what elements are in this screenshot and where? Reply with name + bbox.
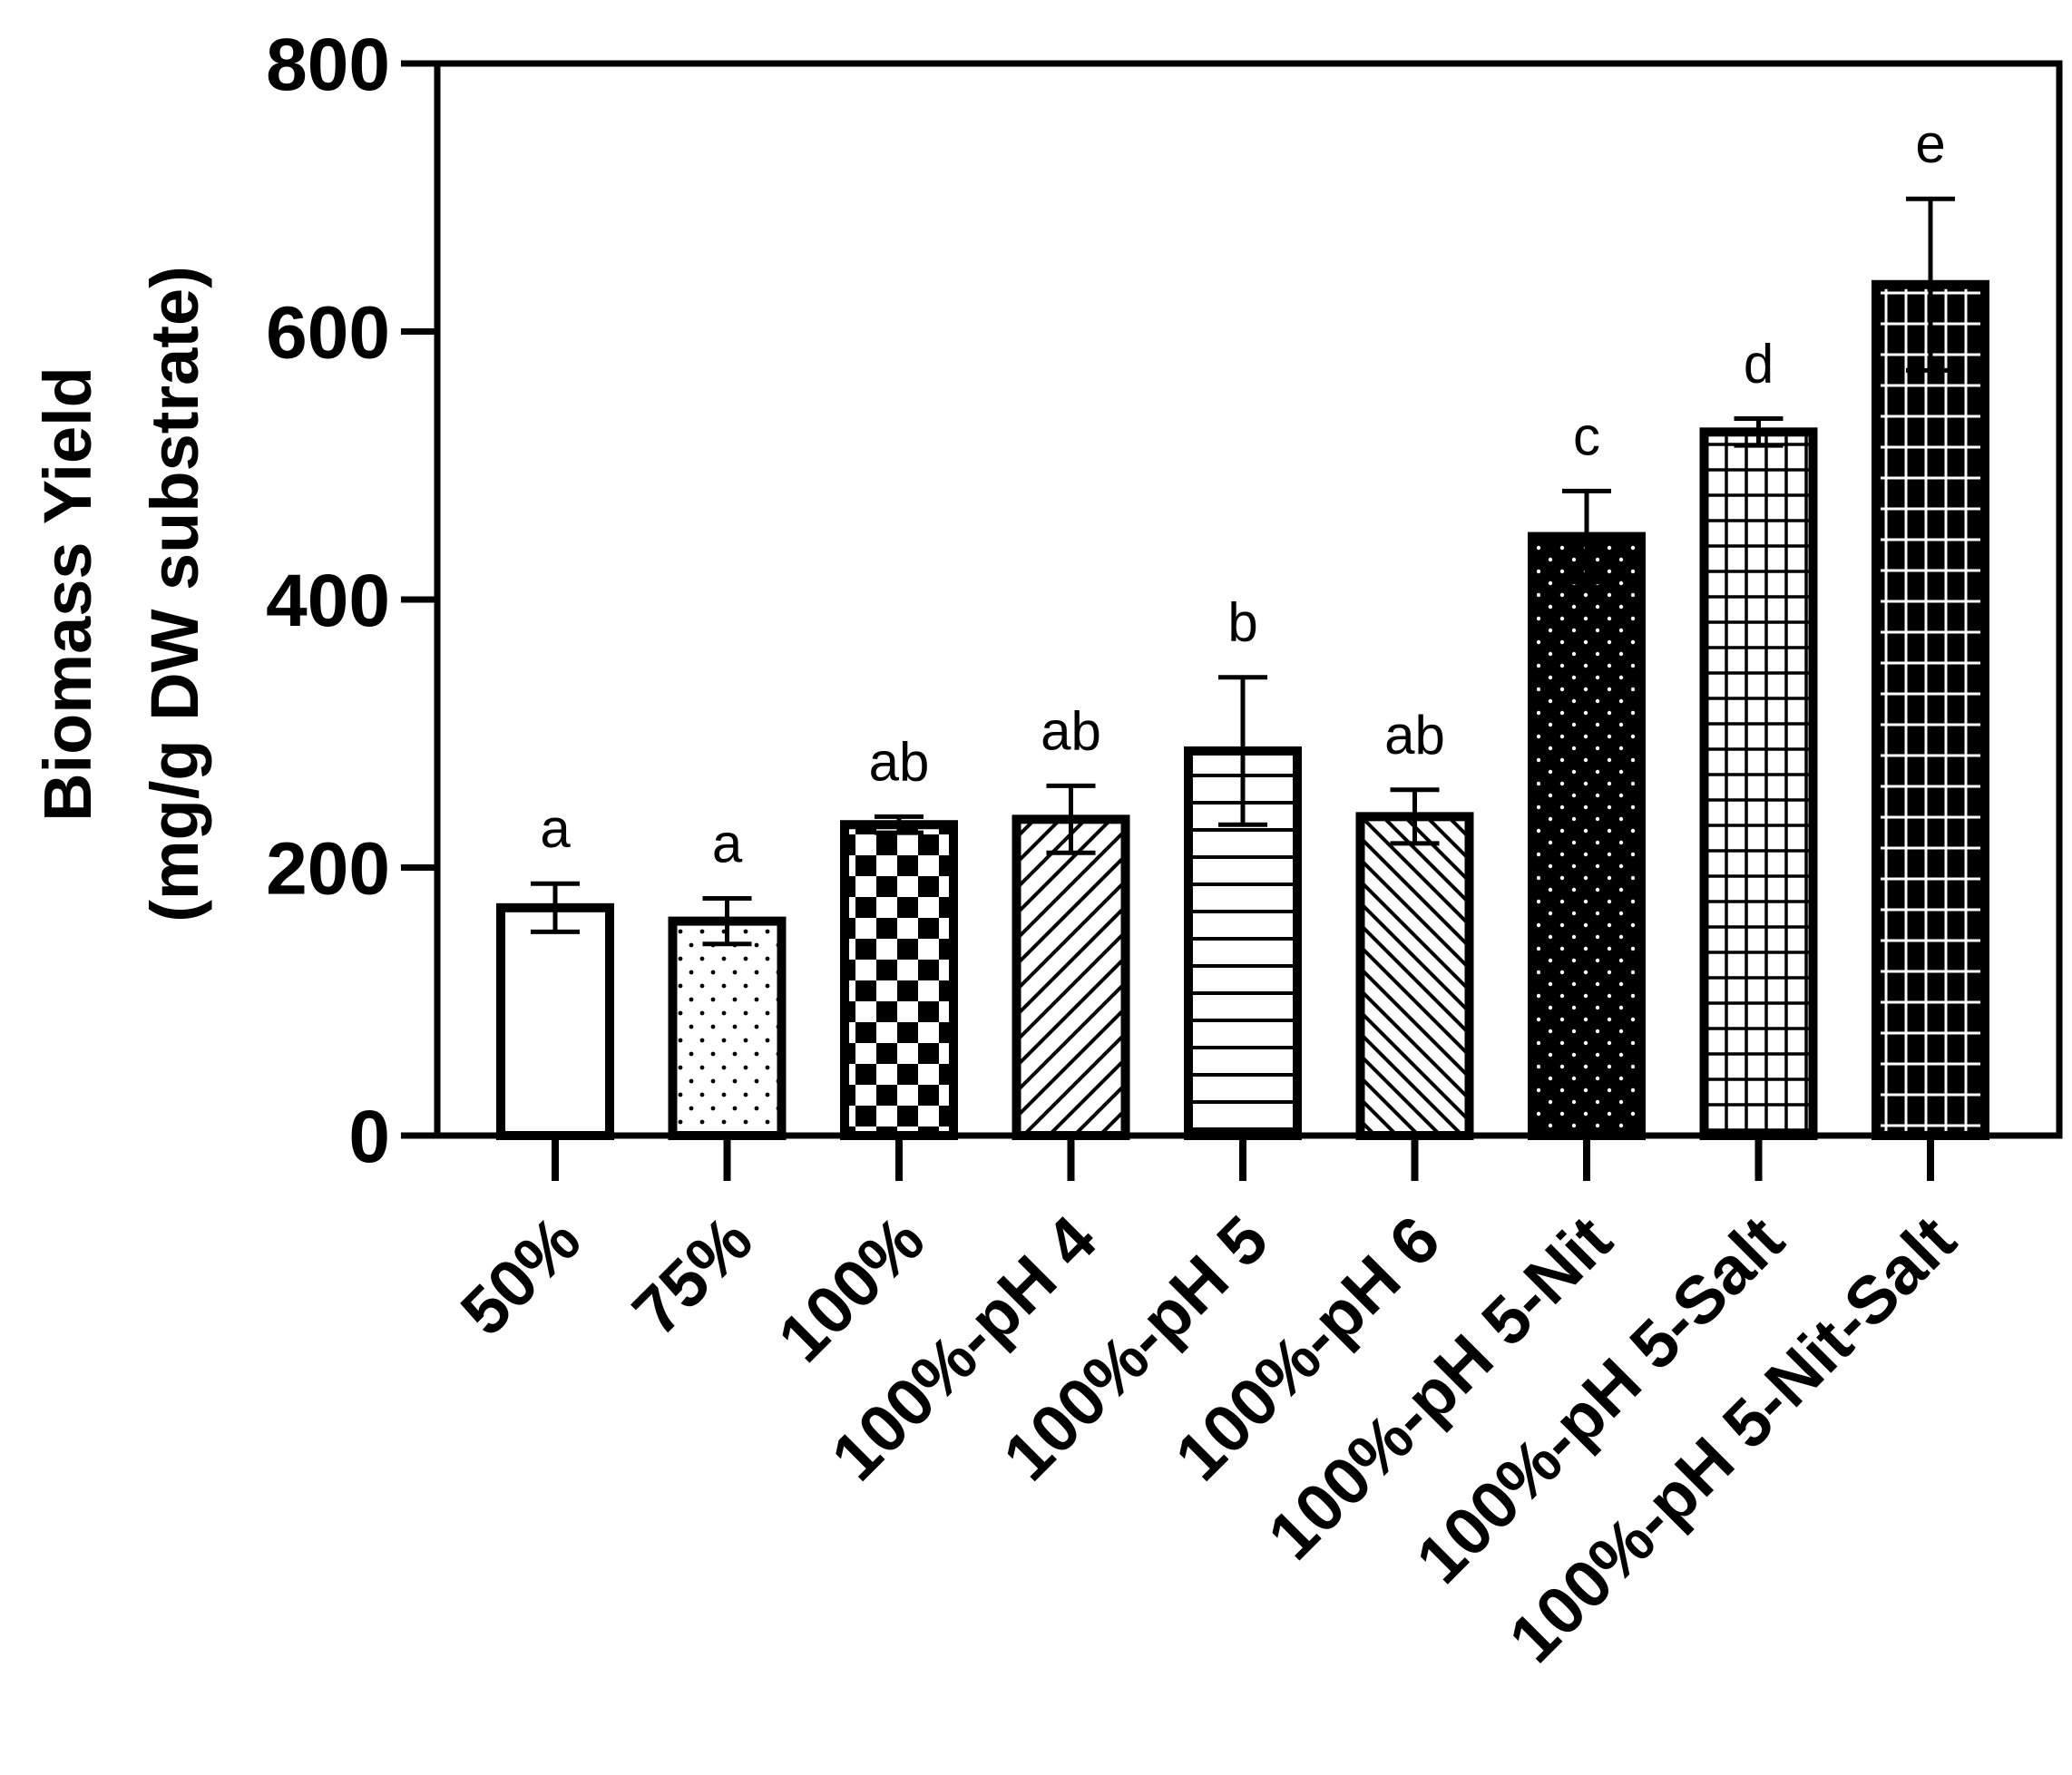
x-category-label: 75% [618,1202,766,1350]
significance-letter: ab [1041,700,1101,761]
significance-letter: b [1227,592,1257,653]
y-tick-label: 600 [266,292,390,375]
x-category-label: 50% [446,1202,594,1350]
y-axis-title-line1: Biomass Yield [30,366,105,822]
y-tick-label: 0 [348,1096,390,1178]
y-axis-title-line2: (mg/g DW substrate) [137,266,212,922]
bar [1528,532,1646,1140]
bar [1355,812,1474,1140]
bar [1699,427,1818,1140]
significance-letter: ab [1384,705,1445,766]
chart-marks [401,60,2063,1181]
bar [668,916,787,1140]
y-tick-label: 200 [266,828,390,911]
significance-letter: c [1573,405,1600,466]
bar [1012,814,1130,1140]
bar [1872,279,1989,1141]
significance-letter: ab [869,731,930,792]
y-tick-labels: 0 200 400 600 800 [266,24,390,1178]
bar [840,820,958,1140]
significance-letter: a [712,813,743,873]
significance-letter: e [1915,113,1945,174]
y-tick-label: 400 [266,560,390,642]
significance-letters: a a ab ab b ab c d e [540,113,1945,873]
y-tick-label: 800 [266,24,390,106]
bar [496,902,614,1141]
significance-letter: d [1744,334,1774,395]
significance-letter: a [540,798,571,859]
x-category-labels: 50% 75% 100% 100%-pH 4 100%-pH 5 100%-pH… [446,1202,1969,1677]
